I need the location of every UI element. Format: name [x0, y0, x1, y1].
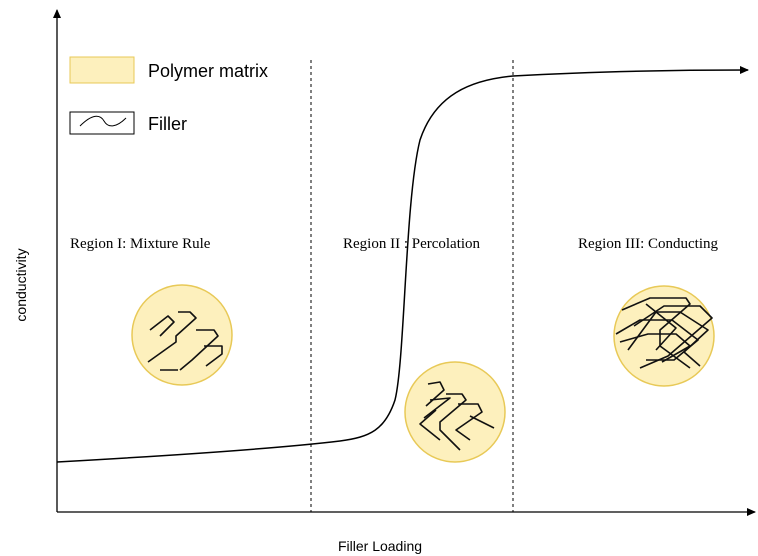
legend-label: Filler — [148, 114, 187, 134]
region-2-illustration — [404, 361, 506, 463]
region-label: Region III: Conducting — [578, 236, 718, 252]
region-label: Region II : Percolation — [343, 236, 481, 252]
region-1-illustration — [131, 284, 233, 386]
conductivity-curve — [56, 66, 749, 463]
region-3-illustration — [613, 285, 715, 387]
legend-label: Polymer matrix — [148, 61, 268, 81]
y-axis-label: conductivity — [13, 248, 29, 321]
x-axis-label: Filler Loading — [338, 538, 422, 554]
legend-filler-icon — [79, 115, 127, 127]
legend-swatch-filler — [69, 111, 135, 135]
legend-swatch-polymer — [69, 56, 135, 84]
region-label: Region I: Mixture Rule — [70, 236, 211, 252]
